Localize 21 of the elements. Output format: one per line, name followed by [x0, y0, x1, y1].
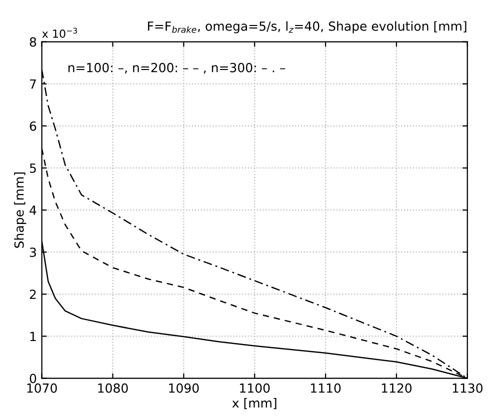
x-axis-title: x [mm] — [232, 398, 276, 410]
x-tick-label: 1100 — [240, 383, 270, 393]
y-tick-label: 2 — [30, 290, 36, 299]
y-tick-label: 6 — [30, 121, 36, 131]
y-tick-label: 4 — [30, 206, 36, 215]
x-tick-label: 1080 — [98, 383, 128, 393]
y-tick-label: 8 — [30, 37, 36, 47]
x-tick-label: 1110 — [311, 383, 341, 393]
y-tick-label: 0 — [30, 374, 36, 384]
y-tick-label: 3 — [30, 248, 36, 258]
x-tick-label: 1090 — [169, 383, 199, 393]
x-tick-label: 1070 — [27, 383, 57, 393]
y-tick-label: 1 — [30, 332, 36, 341]
y-tick-label: 7 — [30, 79, 36, 89]
x-tick-label: 1130 — [452, 383, 482, 393]
chart-title: F=F$_{brake}$, omega=5/s, l$_{z}$=40, Shape evolution [mm] — [148, 21, 466, 34]
x-tick-label: 1120 — [382, 383, 412, 393]
text: x 10$^{−3}$ — [42, 28, 78, 38]
y-axis-title: Shape [mm] — [14, 172, 26, 248]
annotation: n=100: –, n=200: – – , n=300: – . – — [68, 62, 286, 74]
y-tick-label: 5 — [30, 164, 36, 173]
